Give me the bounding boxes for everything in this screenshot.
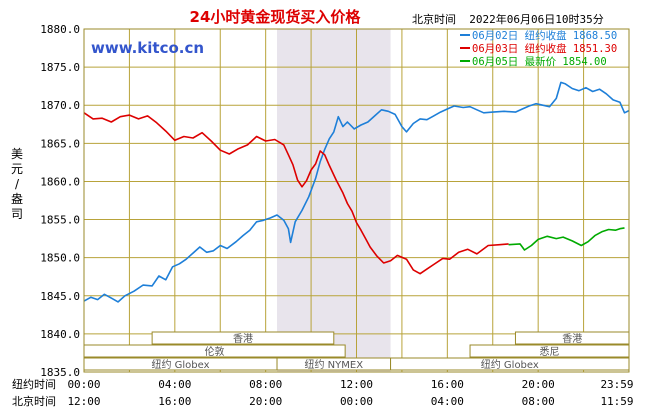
x-tick-label: 00:00 (67, 378, 100, 391)
legend-entry: 06月02日 纽约收盘 1868.50 (472, 29, 617, 42)
chart-title: 24小时黄金现货买入价格 (190, 8, 362, 26)
x-tick-label: 00:00 (340, 395, 373, 408)
market-label: 纽约 NYMEX (305, 358, 364, 371)
y-label-char: / (15, 177, 20, 191)
shaded-band (277, 29, 391, 372)
y-tick-label: 1845.0 (40, 290, 80, 303)
x-axis-row-label: 北京时间 (12, 394, 56, 408)
nymex-shaded-region (277, 29, 391, 372)
y-axis: 1880.0 1875.0 1870.0 1865.0 1860.0 1855.0 1850… (40, 23, 80, 379)
x-tick-label: 20:00 (249, 395, 282, 408)
y-label-char: 美 (11, 147, 23, 161)
market-label: 伦敦 (205, 345, 225, 358)
y-tick-label: 1880.0 (40, 23, 80, 36)
x-tick-label: 23:59 (600, 378, 633, 391)
legend-entry: 06月03日 纽约收盘 1851.30 (472, 42, 617, 55)
chart-timestamp: 北京时间 2022年06月06日10时35分 (412, 12, 604, 26)
y-tick-label: 1835.0 (40, 366, 80, 379)
y-tick-label: 1840.0 (40, 328, 80, 341)
x-tick-label: 16:00 (158, 395, 191, 408)
x-tick-label: 12:00 (340, 378, 373, 391)
x-axis: 纽约时间 00:00 04:00 08:00 12:00 16:00 20:00 23:59 北… (12, 377, 634, 408)
gridlines (84, 28, 629, 373)
y-tick-label: 1870.0 (40, 99, 80, 112)
y-tick-label: 1850.0 (40, 252, 80, 265)
x-tick-label: 04:00 (158, 378, 191, 391)
y-tick-label: 1875.0 (40, 61, 80, 74)
x-axis-row-label: 纽约时间 (12, 377, 56, 391)
y-label-char: 司 (11, 207, 23, 221)
market-box (151, 331, 335, 345)
price-series (83, 81, 630, 303)
x-tick-label: 08:00 (522, 395, 555, 408)
market-label: 香港 (233, 333, 253, 345)
x-tick-label: 11:59 (600, 395, 633, 408)
plot-frame (83, 28, 630, 373)
series-line (83, 81, 630, 303)
x-tick-label: 08:00 (249, 378, 282, 391)
y-label-char: 元 (11, 162, 23, 176)
x-tick-label: 12:00 (67, 395, 100, 408)
legend-entry: 06月05日 最新价 1854.00 (472, 55, 607, 68)
series-line (83, 112, 509, 275)
market-label: 纽约 Globex (481, 358, 539, 371)
y-tick-label: 1865.0 (40, 137, 80, 150)
x-tick-label: 20:00 (522, 378, 555, 391)
y-label-char: 盎 (11, 192, 23, 206)
x-tick-label: 16:00 (431, 378, 464, 391)
market-label: 香港 (562, 333, 582, 345)
y-axis-label: 美元/盎司 (11, 147, 23, 221)
x-tick-label: 04:00 (431, 395, 464, 408)
watermark: www.kitco.cn (91, 39, 204, 57)
market-label: 悉尼 (540, 346, 560, 358)
y-tick-label: 1855.0 (40, 214, 80, 227)
y-tick-label: 1860.0 (40, 175, 80, 188)
series-line (508, 227, 625, 251)
market-label: 纽约 Globex (151, 358, 209, 371)
